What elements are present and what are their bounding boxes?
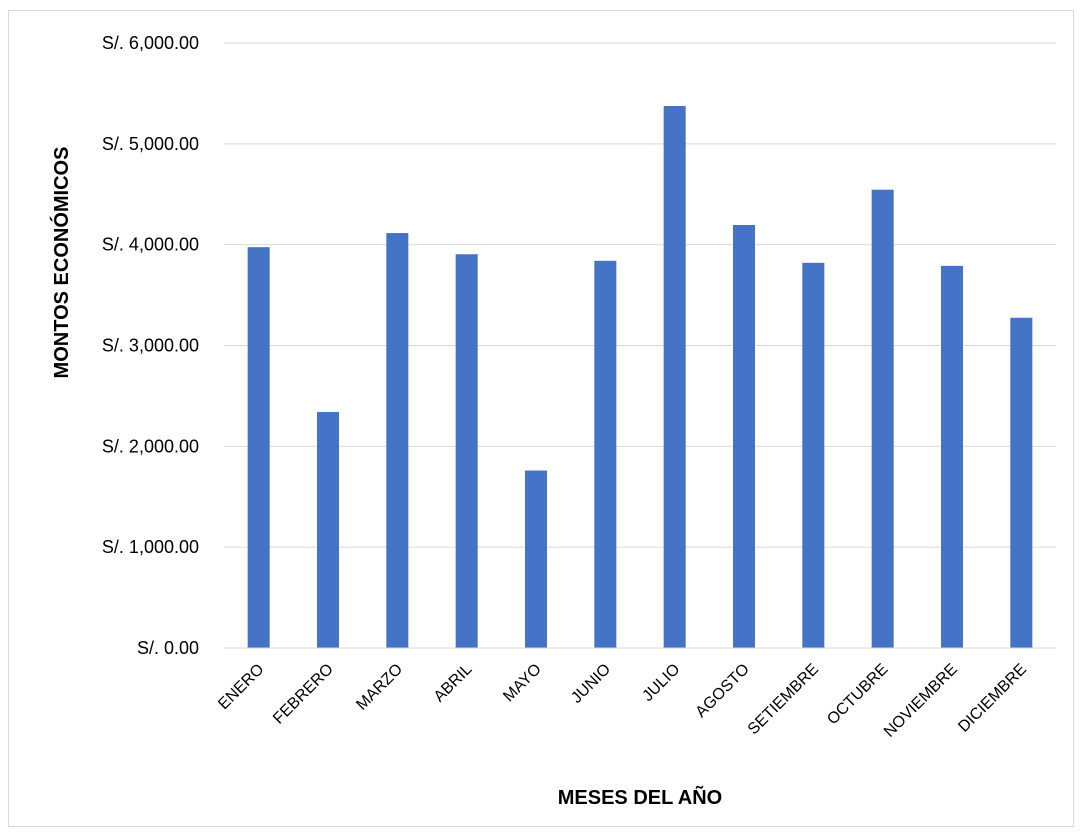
chart-area bbox=[8, 10, 1074, 827]
bar-mayo bbox=[525, 470, 547, 648]
bar-febrero bbox=[317, 412, 339, 648]
x-tick-label: FEBRERO bbox=[270, 661, 337, 728]
y-tick-label: S/. 6,000.00 bbox=[102, 33, 199, 53]
bar-noviembre bbox=[941, 265, 963, 648]
bar-enero bbox=[247, 247, 270, 648]
bar-agosto bbox=[733, 225, 755, 649]
bar-junio bbox=[594, 260, 617, 648]
x-axis-categories: ENERO FEBRERO MARZO ABRIL MAYO JUNIO JULIO AGOS… bbox=[215, 661, 1030, 741]
bar-setiembre bbox=[802, 262, 825, 648]
bar-diciembre bbox=[1010, 317, 1033, 648]
x-axis-title: MESES DEL AÑO bbox=[558, 786, 722, 809]
x-tick-label: ABRIL bbox=[431, 661, 476, 706]
x-tick-label: SETIEMBRE bbox=[745, 661, 822, 738]
bar-abril bbox=[455, 254, 478, 648]
y-tick-label: S/. 2,000.00 bbox=[102, 436, 199, 456]
x-tick-label: MARZO bbox=[353, 661, 406, 714]
x-tick-label: JULIO bbox=[639, 661, 683, 705]
x-tick-label: JUNIO bbox=[568, 661, 614, 707]
x-tick-label: NOVIEMBRE bbox=[881, 661, 961, 741]
bar-marzo bbox=[386, 233, 409, 648]
x-tick-label: DICIEMBRE bbox=[955, 661, 1030, 736]
x-tick-label: OCTUBRE bbox=[824, 661, 891, 728]
bars bbox=[247, 106, 1033, 649]
y-tick-label: S/. 4,000.00 bbox=[102, 235, 199, 255]
y-axis-title: MONTOS ECONÓMICOS bbox=[49, 147, 73, 379]
x-tick-label: AGOSTO bbox=[693, 661, 753, 721]
y-tick-label: S/. 1,000.00 bbox=[102, 537, 199, 557]
x-tick-label: ENERO bbox=[215, 661, 267, 713]
bar-julio bbox=[663, 106, 686, 649]
y-axis-ticks: S/. 0.00 S/. 1,000.00 S/. 2,000.00 S/. 3,00… bbox=[102, 33, 199, 658]
y-tick-label: S/. 0.00 bbox=[137, 638, 199, 658]
y-tick-label: S/. 5,000.00 bbox=[102, 134, 199, 154]
gridlines bbox=[224, 42, 1056, 548]
bar-octubre bbox=[871, 189, 894, 648]
x-tick-label: MAYO bbox=[500, 661, 545, 706]
y-tick-label: S/. 3,000.00 bbox=[102, 336, 199, 356]
